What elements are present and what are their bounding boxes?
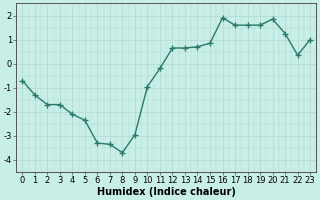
X-axis label: Humidex (Indice chaleur): Humidex (Indice chaleur) bbox=[97, 187, 236, 197]
